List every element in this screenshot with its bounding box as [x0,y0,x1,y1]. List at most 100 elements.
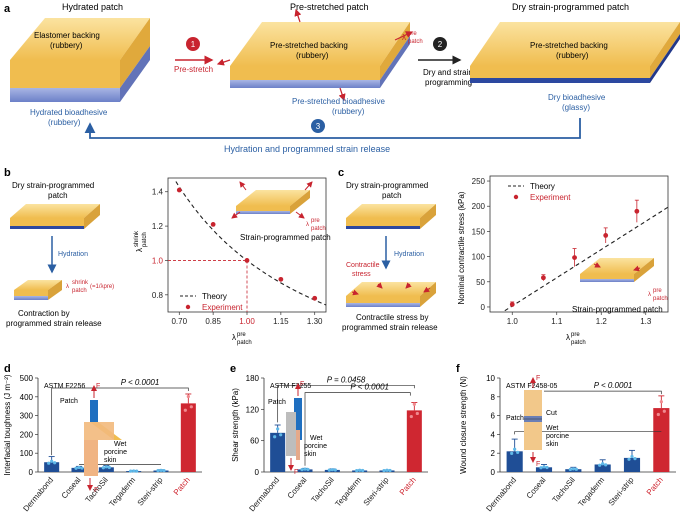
b-xlabel-lambda: λ [232,333,236,342]
chart-d-dot-4-1 [159,468,163,472]
e-inset-patch: Patch [268,399,286,406]
chart-d-dot-2-0 [101,466,105,470]
f-inset-patch: Patch [506,415,524,422]
chart-b-ytick-label-0: 0.8 [152,291,164,300]
chart-d-bar-1 [71,467,87,472]
e-inset-F-bottom: F [294,469,298,476]
chart-e-dot-0-1 [276,427,280,431]
c-xlabel-sub: patch [571,340,586,346]
chart-f-bar-3 [594,464,611,472]
chart-e-ylabel: Shear strength (kPa) [231,388,240,462]
f-inset-F-top: F [536,375,540,382]
c-dry-patch [346,204,436,229]
chart-f-bar-2 [565,469,582,472]
panel-label-f: f [456,363,460,375]
prestretch-label: Pre-stretch [174,65,213,74]
chart-d-ytick-label-2: 200 [20,430,34,439]
chart-e-dot-3-0 [355,468,359,473]
chart-c-ytick-label-2: 100 [472,253,486,262]
chart-d-cat-1: Coseal [60,475,83,500]
svg-text:pre: pre [653,288,662,294]
d-inset: Patch F F Wet porcine skin [60,383,127,494]
chart-f-cat-1: Coseal [525,475,548,500]
chart-e-dot-2-1 [330,468,334,472]
f-inset-wet: Wet [546,425,558,432]
chart-c-ytick-label-0: 0 [481,303,486,312]
rubbery-label-4: (rubbery) [332,107,365,116]
c-legend-theory: Theory [530,182,555,191]
svg-text:pre: pre [408,31,417,37]
chart-e-cat-5: Patch [398,476,418,497]
chart-f-dot-1-1 [542,465,546,469]
hydration-release-label: Hydration and programmed strain release [224,144,390,154]
b-dry-patch [10,204,100,229]
chart-b-point-4 [312,295,318,301]
chart-b-point-2 [244,258,250,263]
return-arrow [84,118,581,139]
stretch-arrow-top [294,8,302,23]
stretch-arrow-right [394,31,414,41]
chart-d-dot-0-0 [47,461,51,465]
chart-b-ytick-label-3: 1.4 [152,188,164,197]
chart-f-dot-4-0 [627,457,631,461]
chart-c-theory-curve [504,206,669,312]
chart-e-dot-5-1 [412,402,416,406]
chart-e-cat-4: Steri-strip [362,475,391,507]
f-inset-skin: skin [546,441,559,448]
rubbery-label-2: (rubbery) [48,118,81,127]
chart-e-ytick-label-1: 60 [250,437,259,446]
c-hydration-label: Hydration [394,251,424,258]
chart-b-xtick-label-3: 1.15 [273,317,289,326]
prestretched-bioadhesive-label: Pre-stretched bioadhesive [292,97,385,106]
b-ylabel-lambda: λ [135,248,144,252]
chart-d-cat-4: Steri-strip [136,475,165,507]
chart-e-dot-1-0 [300,468,304,472]
chart-d-dot-2-2 [107,465,111,470]
chart-e-dot-4-2 [388,468,392,473]
chart-d: 0 100 200 300 400 500 Interfacial toughness (J… [3,374,202,513]
chart-c-point-0 [509,302,515,307]
panel-b: b Dry strain-programmed patch Hydration … [4,167,331,346]
chart-f-dot-4-2 [633,457,637,461]
chart-f-bar-1 [535,467,553,472]
hydrated-patch-illustration [10,18,150,102]
chart-f-dot-3-2 [604,463,608,467]
chart-b-theory-curve [175,181,327,306]
chart-f: 0 2 4 6 8 10 Wound closure strength (N) ASTM F2… [459,374,676,513]
lambda-pre-patch-a: λ pre patch [402,31,423,45]
chart-f-dot-0-1 [513,447,517,451]
c-stressed-patch [346,282,436,307]
chart-b-point-1 [210,221,216,227]
svg-text:patch: patch [408,39,423,45]
prestretched-backing-label: Pre-stretched backing [270,41,348,50]
chart-c-xtick-label-0: 1.0 [507,317,519,326]
chart-f-dot-5-2 [662,409,666,413]
dry-backing-label: Pre-stretched backing [530,41,608,50]
f-bracket [544,390,662,395]
svg-text:pre: pre [311,218,320,224]
chart-d-dot-5-1 [186,394,190,399]
chart-b-xtick-label-1: 0.85 [205,317,221,326]
chart-f-ytick-label-0: 0 [491,468,496,477]
chart-c-xtick-label-2: 1.2 [596,317,608,326]
chart-d-ytick-label-1: 100 [20,449,34,458]
f-pvalue: P < 0.0001 [594,381,633,390]
d-inset-wet: Wet [114,441,126,448]
c-xlabel-sup: pre [571,332,580,338]
chart-d-dot-1-0 [74,466,78,470]
chart-f-bar-5 [653,408,670,472]
panel-a: a Hydrated patch Elastomer backing (rubb… [4,2,680,154]
chart-f-dot-1-2 [545,465,549,470]
e-bracket-1 [277,384,415,423]
dry-strain-label: Dry and strain [423,68,473,77]
chart-d-ylabel: Interfacial toughness (J m⁻²) [3,374,12,475]
e-pvalue-2: P < 0.0001 [350,383,389,392]
chart-e-title: ASTM F2255 [270,383,311,390]
chart-f-dot-4-1 [630,454,634,459]
c-contractile-2: stress [352,271,371,278]
panel-label-a: a [4,3,11,15]
chart-d-dot-3-2 [135,469,139,473]
d-inset-F-bottom: F [94,487,98,494]
chart-d-dot-4-0 [156,469,160,473]
